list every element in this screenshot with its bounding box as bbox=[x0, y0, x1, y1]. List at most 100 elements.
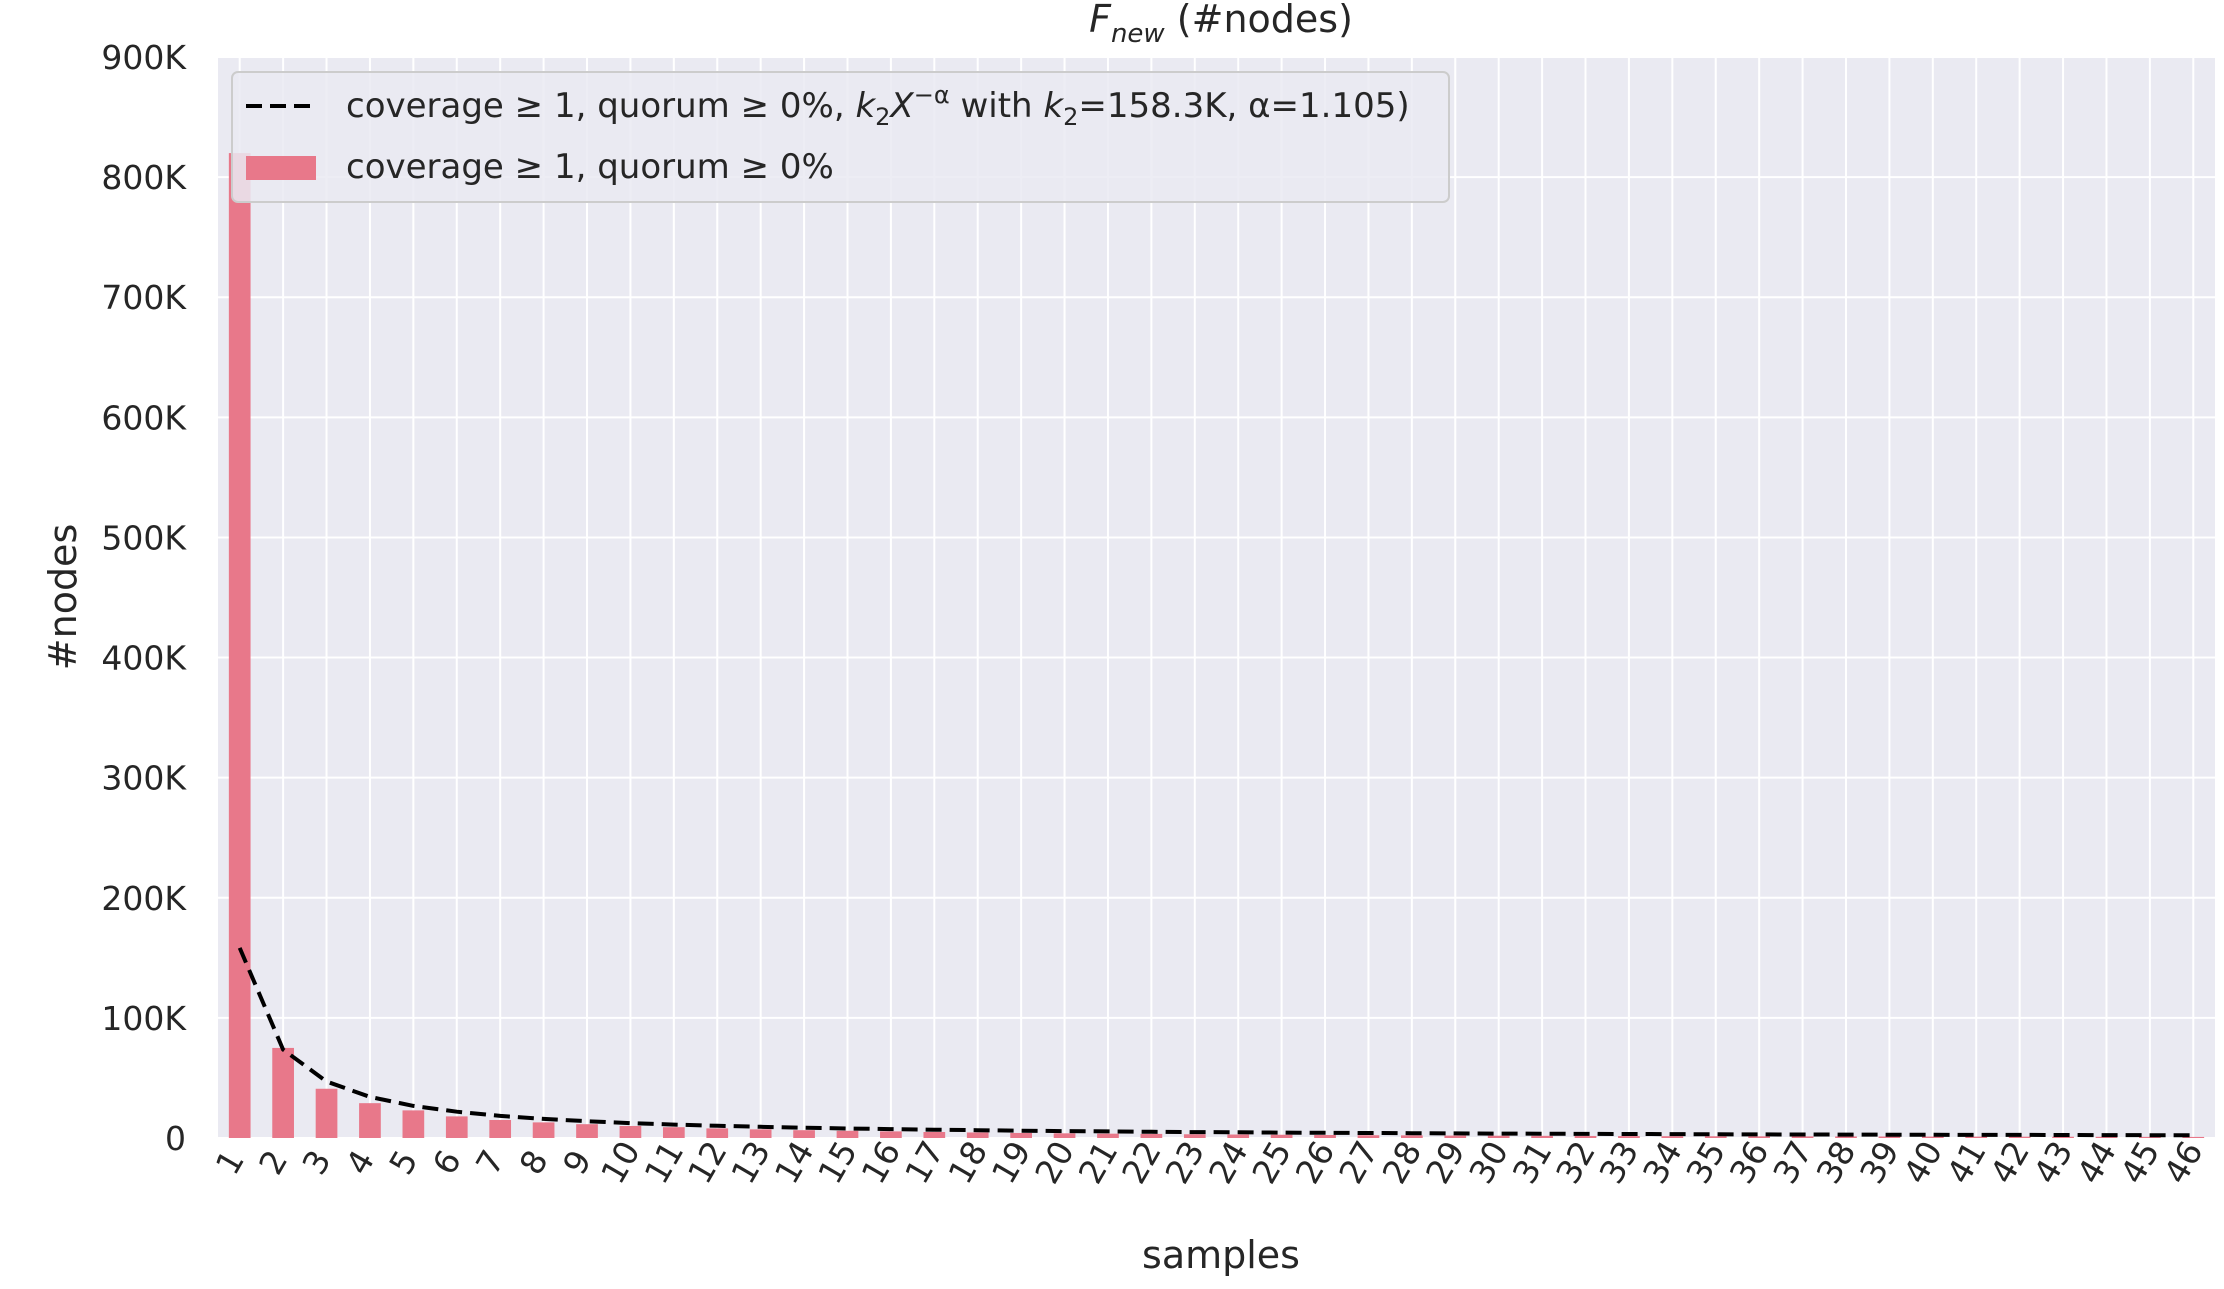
bar-37 bbox=[1791, 1136, 1814, 1138]
bar-15 bbox=[836, 1130, 859, 1138]
x-tick-label-42: 42 bbox=[1982, 1134, 2037, 1190]
x-tick-label-9: 9 bbox=[555, 1143, 599, 1181]
plot-area bbox=[218, 57, 2215, 1138]
fit-line bbox=[237, 947, 2194, 1138]
x-tick-label-16: 16 bbox=[854, 1134, 909, 1190]
y-tick-label-0: 0 bbox=[165, 1119, 186, 1158]
y-tick-label-4: 400K bbox=[101, 639, 187, 678]
x-tick-label-11: 11 bbox=[636, 1134, 691, 1190]
x-tick-label-44: 44 bbox=[2069, 1134, 2124, 1190]
y-tick-label-2: 200K bbox=[101, 879, 187, 918]
x-tick-label-43: 43 bbox=[2026, 1134, 2081, 1190]
x-tick-label-21: 21 bbox=[1071, 1134, 1126, 1190]
x-tick-label-4: 4 bbox=[338, 1143, 382, 1181]
bar-16 bbox=[880, 1131, 902, 1138]
bar-14 bbox=[793, 1130, 815, 1138]
x-tick-label-22: 22 bbox=[1114, 1134, 1169, 1190]
bar-39 bbox=[1878, 1136, 1901, 1138]
x-tick-label-7: 7 bbox=[468, 1143, 512, 1181]
bar-10 bbox=[619, 1125, 642, 1138]
x-tick-label-5: 5 bbox=[381, 1143, 425, 1181]
x-tick-label-13: 13 bbox=[723, 1134, 778, 1190]
legend-fit-label: coverage ≥ 1, quorum ≥ 0%, k2X−α with k2… bbox=[346, 81, 1410, 131]
bar-22 bbox=[1140, 1133, 1163, 1138]
x-tick-label-46: 46 bbox=[2156, 1134, 2211, 1190]
x-tick-label-8: 8 bbox=[512, 1143, 556, 1181]
bar-1 bbox=[228, 153, 251, 1139]
bar-20 bbox=[1053, 1133, 1076, 1138]
x-tick-label-33: 33 bbox=[1592, 1134, 1647, 1190]
bar-25 bbox=[1270, 1134, 1293, 1138]
bar-24 bbox=[1227, 1134, 1250, 1138]
x-tick-label-30: 30 bbox=[1461, 1134, 1516, 1190]
legend-box bbox=[231, 71, 1450, 203]
bar-5 bbox=[402, 1110, 425, 1138]
x-tick-label-1: 1 bbox=[208, 1143, 252, 1181]
x-tick-label-19: 19 bbox=[984, 1134, 1039, 1190]
bar-23 bbox=[1183, 1134, 1206, 1138]
bar-series bbox=[228, 153, 2205, 1139]
x-tick-label-24: 24 bbox=[1201, 1134, 1256, 1190]
x-axis-label: samples bbox=[1142, 1233, 1300, 1277]
bar-2 bbox=[272, 1047, 294, 1138]
x-tick-label-20: 20 bbox=[1027, 1134, 1082, 1190]
bar-13 bbox=[749, 1129, 772, 1138]
bar-4 bbox=[359, 1103, 381, 1138]
x-tick-label-15: 15 bbox=[810, 1134, 865, 1190]
bar-45 bbox=[2139, 1136, 2161, 1138]
x-tick-label-2: 2 bbox=[251, 1143, 295, 1181]
bar-27 bbox=[1357, 1135, 1380, 1138]
bar-46 bbox=[2182, 1136, 2205, 1138]
bar-34 bbox=[1661, 1136, 1684, 1138]
bar-32 bbox=[1574, 1135, 1597, 1138]
bar-19 bbox=[1010, 1132, 1032, 1138]
x-tick-label-18: 18 bbox=[940, 1134, 995, 1190]
y-tick-label-6: 600K bbox=[101, 398, 187, 437]
y-tick-label-3: 300K bbox=[101, 759, 187, 798]
x-tick-label-45: 45 bbox=[2113, 1134, 2168, 1190]
x-axis-ticks: 1 2 3 4 5 6 7 8 91011121314151617181920212223242… bbox=[208, 1134, 2211, 1190]
y-axis-ticks: 0 100K 200K 300K 400K 500K 600K 700K 800K 900K bbox=[101, 38, 187, 1158]
legend-bar-label: coverage ≥ 1, quorum ≥ 0% bbox=[346, 147, 834, 187]
y-tick-label-1: 100K bbox=[101, 999, 187, 1038]
bar-21 bbox=[1097, 1133, 1119, 1138]
bar-41 bbox=[1965, 1136, 1988, 1138]
x-tick-label-12: 12 bbox=[680, 1134, 735, 1190]
x-tick-label-26: 26 bbox=[1288, 1134, 1343, 1190]
bar-6 bbox=[445, 1116, 468, 1138]
x-tick-label-17: 17 bbox=[897, 1134, 952, 1190]
x-tick-label-23: 23 bbox=[1157, 1134, 1212, 1190]
x-tick-label-14: 14 bbox=[767, 1134, 822, 1190]
x-tick-label-32: 32 bbox=[1548, 1134, 1603, 1190]
y-axis-label: #nodes bbox=[41, 524, 85, 670]
bar-12 bbox=[706, 1128, 729, 1138]
bar-18 bbox=[966, 1132, 989, 1138]
bar-43 bbox=[2052, 1136, 2074, 1138]
bar-33 bbox=[1618, 1136, 1640, 1138]
y-tick-label-9: 900K bbox=[101, 38, 187, 77]
x-tick-label-40: 40 bbox=[1895, 1134, 1950, 1190]
x-tick-label-36: 36 bbox=[1722, 1134, 1777, 1190]
bar-30 bbox=[1487, 1135, 1510, 1138]
x-tick-label-27: 27 bbox=[1331, 1134, 1386, 1190]
x-tick-label-10: 10 bbox=[593, 1134, 648, 1190]
y-tick-label-5: 500K bbox=[101, 518, 187, 557]
x-tick-label-31: 31 bbox=[1505, 1134, 1560, 1190]
x-tick-label-37: 37 bbox=[1765, 1134, 1820, 1190]
x-tick-label-35: 35 bbox=[1678, 1134, 1733, 1190]
chart-title: Fnew (#nodes) bbox=[1089, 0, 1353, 49]
bar-40 bbox=[1921, 1136, 1944, 1138]
x-tick-label-3: 3 bbox=[294, 1143, 338, 1181]
bar-44 bbox=[2095, 1136, 2118, 1138]
bar-7 bbox=[489, 1119, 512, 1138]
x-tick-label-25: 25 bbox=[1244, 1134, 1299, 1190]
x-tick-label-41: 41 bbox=[1939, 1134, 1994, 1190]
x-tick-label-38: 38 bbox=[1809, 1134, 1864, 1190]
bar-9 bbox=[576, 1124, 598, 1138]
bar-42 bbox=[2008, 1136, 2031, 1138]
gridlines bbox=[218, 56, 2215, 1139]
bar-28 bbox=[1401, 1135, 1423, 1138]
bar-11 bbox=[662, 1127, 685, 1138]
x-tick-label-34: 34 bbox=[1635, 1134, 1690, 1190]
